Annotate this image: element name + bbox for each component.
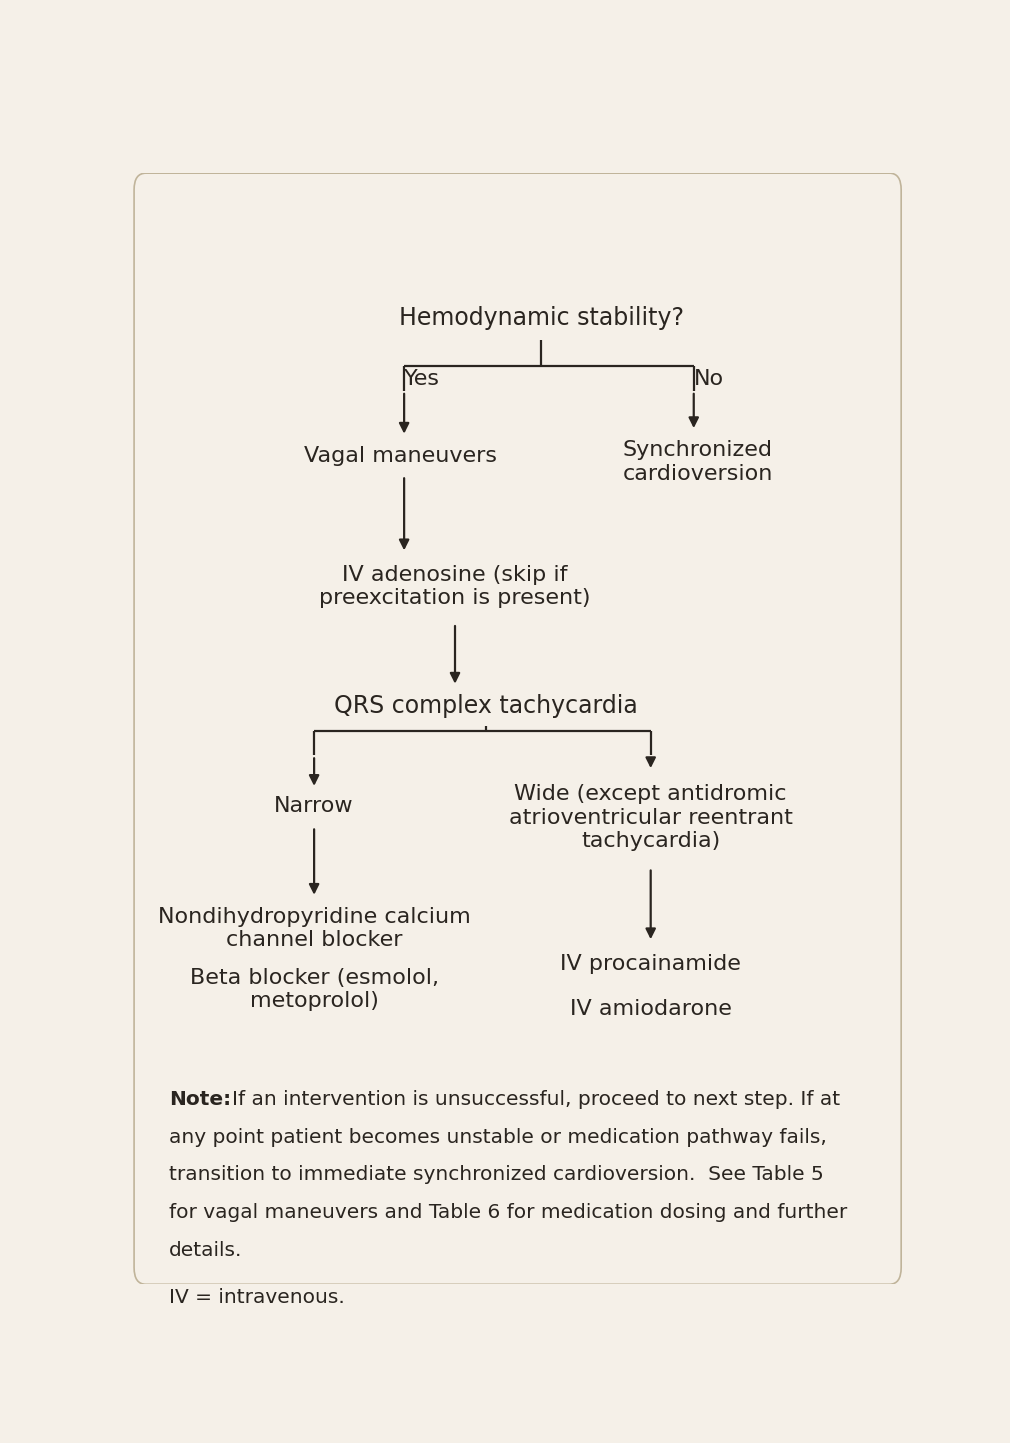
Text: Note:: Note: [170,1089,231,1108]
Text: If an intervention is unsuccessful, proceed to next step. If at: If an intervention is unsuccessful, proc… [232,1089,840,1108]
Text: Narrow: Narrow [275,797,354,817]
Text: Wide (except antidromic
atrioventricular reentrant
tachycardia): Wide (except antidromic atrioventricular… [509,785,793,851]
Text: any point patient becomes unstable or medication pathway fails,: any point patient becomes unstable or me… [170,1127,827,1147]
Text: IV amiodarone: IV amiodarone [570,999,731,1019]
Text: Yes: Yes [404,369,440,388]
Text: details.: details. [170,1241,242,1260]
Text: IV adenosine (skip if
preexcitation is present): IV adenosine (skip if preexcitation is p… [319,564,591,608]
Text: Nondihydropyridine calcium
channel blocker: Nondihydropyridine calcium channel block… [158,908,471,951]
Text: Vagal maneuvers: Vagal maneuvers [304,446,497,466]
Text: QRS complex tachycardia: QRS complex tachycardia [334,694,638,719]
Text: Hemodynamic stability?: Hemodynamic stability? [399,306,684,329]
Text: Synchronized
cardioversion: Synchronized cardioversion [622,440,773,483]
Text: transition to immediate synchronized cardioversion.  See Table 5: transition to immediate synchronized car… [170,1166,824,1185]
Text: Beta blocker (esmolol,
metoprolol): Beta blocker (esmolol, metoprolol) [190,968,438,1012]
Text: No: No [694,369,724,388]
FancyBboxPatch shape [134,173,901,1284]
Text: for vagal maneuvers and Table 6 for medication dosing and further: for vagal maneuvers and Table 6 for medi… [170,1203,847,1222]
Text: IV procainamide: IV procainamide [561,954,741,974]
Text: IV = intravenous.: IV = intravenous. [170,1287,345,1306]
